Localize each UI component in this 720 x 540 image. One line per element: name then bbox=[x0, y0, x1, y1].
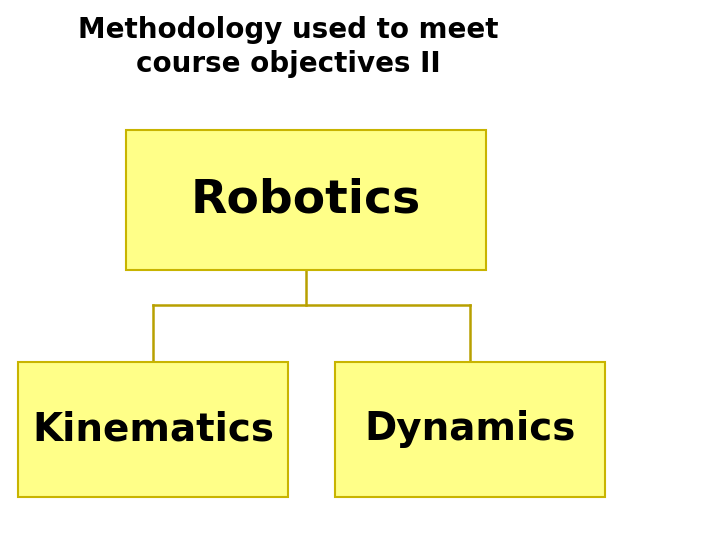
Text: Kinematics: Kinematics bbox=[32, 410, 274, 448]
FancyBboxPatch shape bbox=[18, 362, 288, 497]
FancyBboxPatch shape bbox=[126, 130, 486, 270]
Text: Dynamics: Dynamics bbox=[364, 410, 575, 448]
Text: Methodology used to meet
course objectives II: Methodology used to meet course objectiv… bbox=[78, 16, 498, 78]
FancyBboxPatch shape bbox=[335, 362, 605, 497]
Text: Robotics: Robotics bbox=[191, 177, 421, 222]
